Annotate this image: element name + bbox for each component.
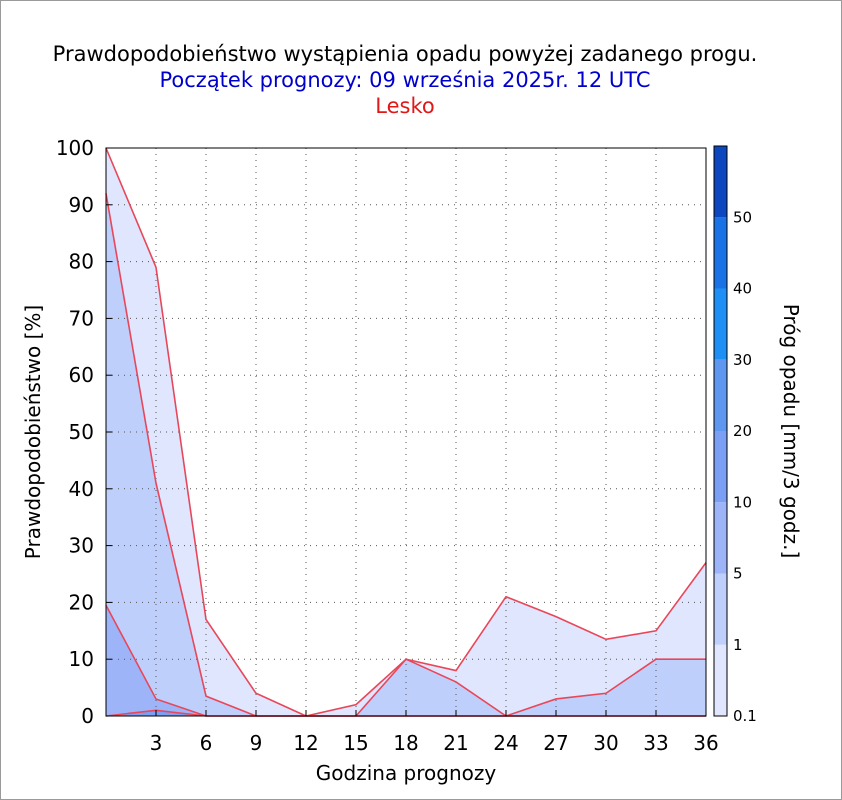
colorbar-tick-label: 40	[733, 280, 752, 298]
y-tick-label: 40	[69, 477, 94, 501]
forecast-start-subtitle: Początek prognozy: 09 września 2025r. 12…	[159, 68, 651, 92]
y-tick-label: 60	[69, 363, 94, 387]
colorbar-segment-1	[714, 573, 727, 645]
colorbar-tick-label: 1	[733, 636, 743, 654]
colorbar-tick-label: 5	[733, 565, 743, 583]
colorbar: 0.1 1 5 10 20 30 40 50	[713, 145, 757, 725]
y-tick-label: 100	[56, 136, 94, 160]
x-tick-label: 3	[150, 731, 163, 755]
x-axis-ticks: 3 6 9 12 15 18 21 24 27 30 33 36	[150, 710, 719, 755]
x-tick-label: 33	[643, 731, 668, 755]
colorbar-tick-label: 0.1	[733, 707, 757, 725]
colorbar-segment-40	[714, 217, 727, 289]
colorbar-border	[713, 145, 728, 717]
colorbar-segment-20	[714, 359, 727, 431]
colorbar-tick-label: 10	[733, 493, 752, 511]
x-axis-label: Godzina prognozy	[316, 761, 497, 785]
x-tick-label: 30	[593, 731, 618, 755]
colorbar-segment-30	[714, 288, 727, 360]
x-tick-label: 12	[293, 731, 318, 755]
y-tick-label: 90	[69, 193, 94, 217]
x-tick-label: 21	[443, 731, 468, 755]
y-axis-ticks: 0 10 20 30 40 50 60 70 80 90 100	[56, 136, 112, 728]
chart-title: Prawdopodobieństwo wystąpienia opadu pow…	[52, 42, 758, 66]
area-threshold-10	[106, 710, 706, 716]
x-tick-label: 9	[250, 731, 263, 755]
y-tick-label: 30	[69, 534, 94, 558]
x-tick-label: 18	[393, 731, 418, 755]
colorbar-segment-10	[714, 431, 727, 503]
colorbar-tick-label: 20	[733, 422, 752, 440]
colorbar-segment-0_1	[714, 644, 727, 716]
y-tick-label: 20	[69, 590, 94, 614]
y-tick-label: 50	[69, 420, 94, 444]
colorbar-tick-label: 30	[733, 351, 752, 369]
y-tick-label: 10	[69, 647, 94, 671]
series-line-1	[105, 193, 706, 717]
y-axis-label: Prawdopodobieństwo [%]	[21, 305, 45, 559]
colorbar-tick-label: 50	[733, 208, 752, 226]
x-tick-label: 36	[693, 731, 718, 755]
x-tick-label: 27	[543, 731, 568, 755]
y-tick-label: 70	[69, 306, 94, 330]
x-tick-label: 6	[200, 731, 213, 755]
colorbar-segment-top	[714, 146, 727, 218]
y-tick-label: 80	[69, 250, 94, 274]
colorbar-label: Próg opadu [mm/3 godz.]	[779, 304, 803, 559]
colorbar-segment-5	[714, 502, 727, 574]
x-tick-label: 24	[493, 731, 518, 755]
x-tick-label: 15	[343, 731, 368, 755]
location-name: Lesko	[375, 94, 435, 118]
area-threshold-5	[106, 605, 706, 716]
area-threshold-1	[106, 193, 706, 716]
y-tick-label: 0	[81, 704, 94, 728]
